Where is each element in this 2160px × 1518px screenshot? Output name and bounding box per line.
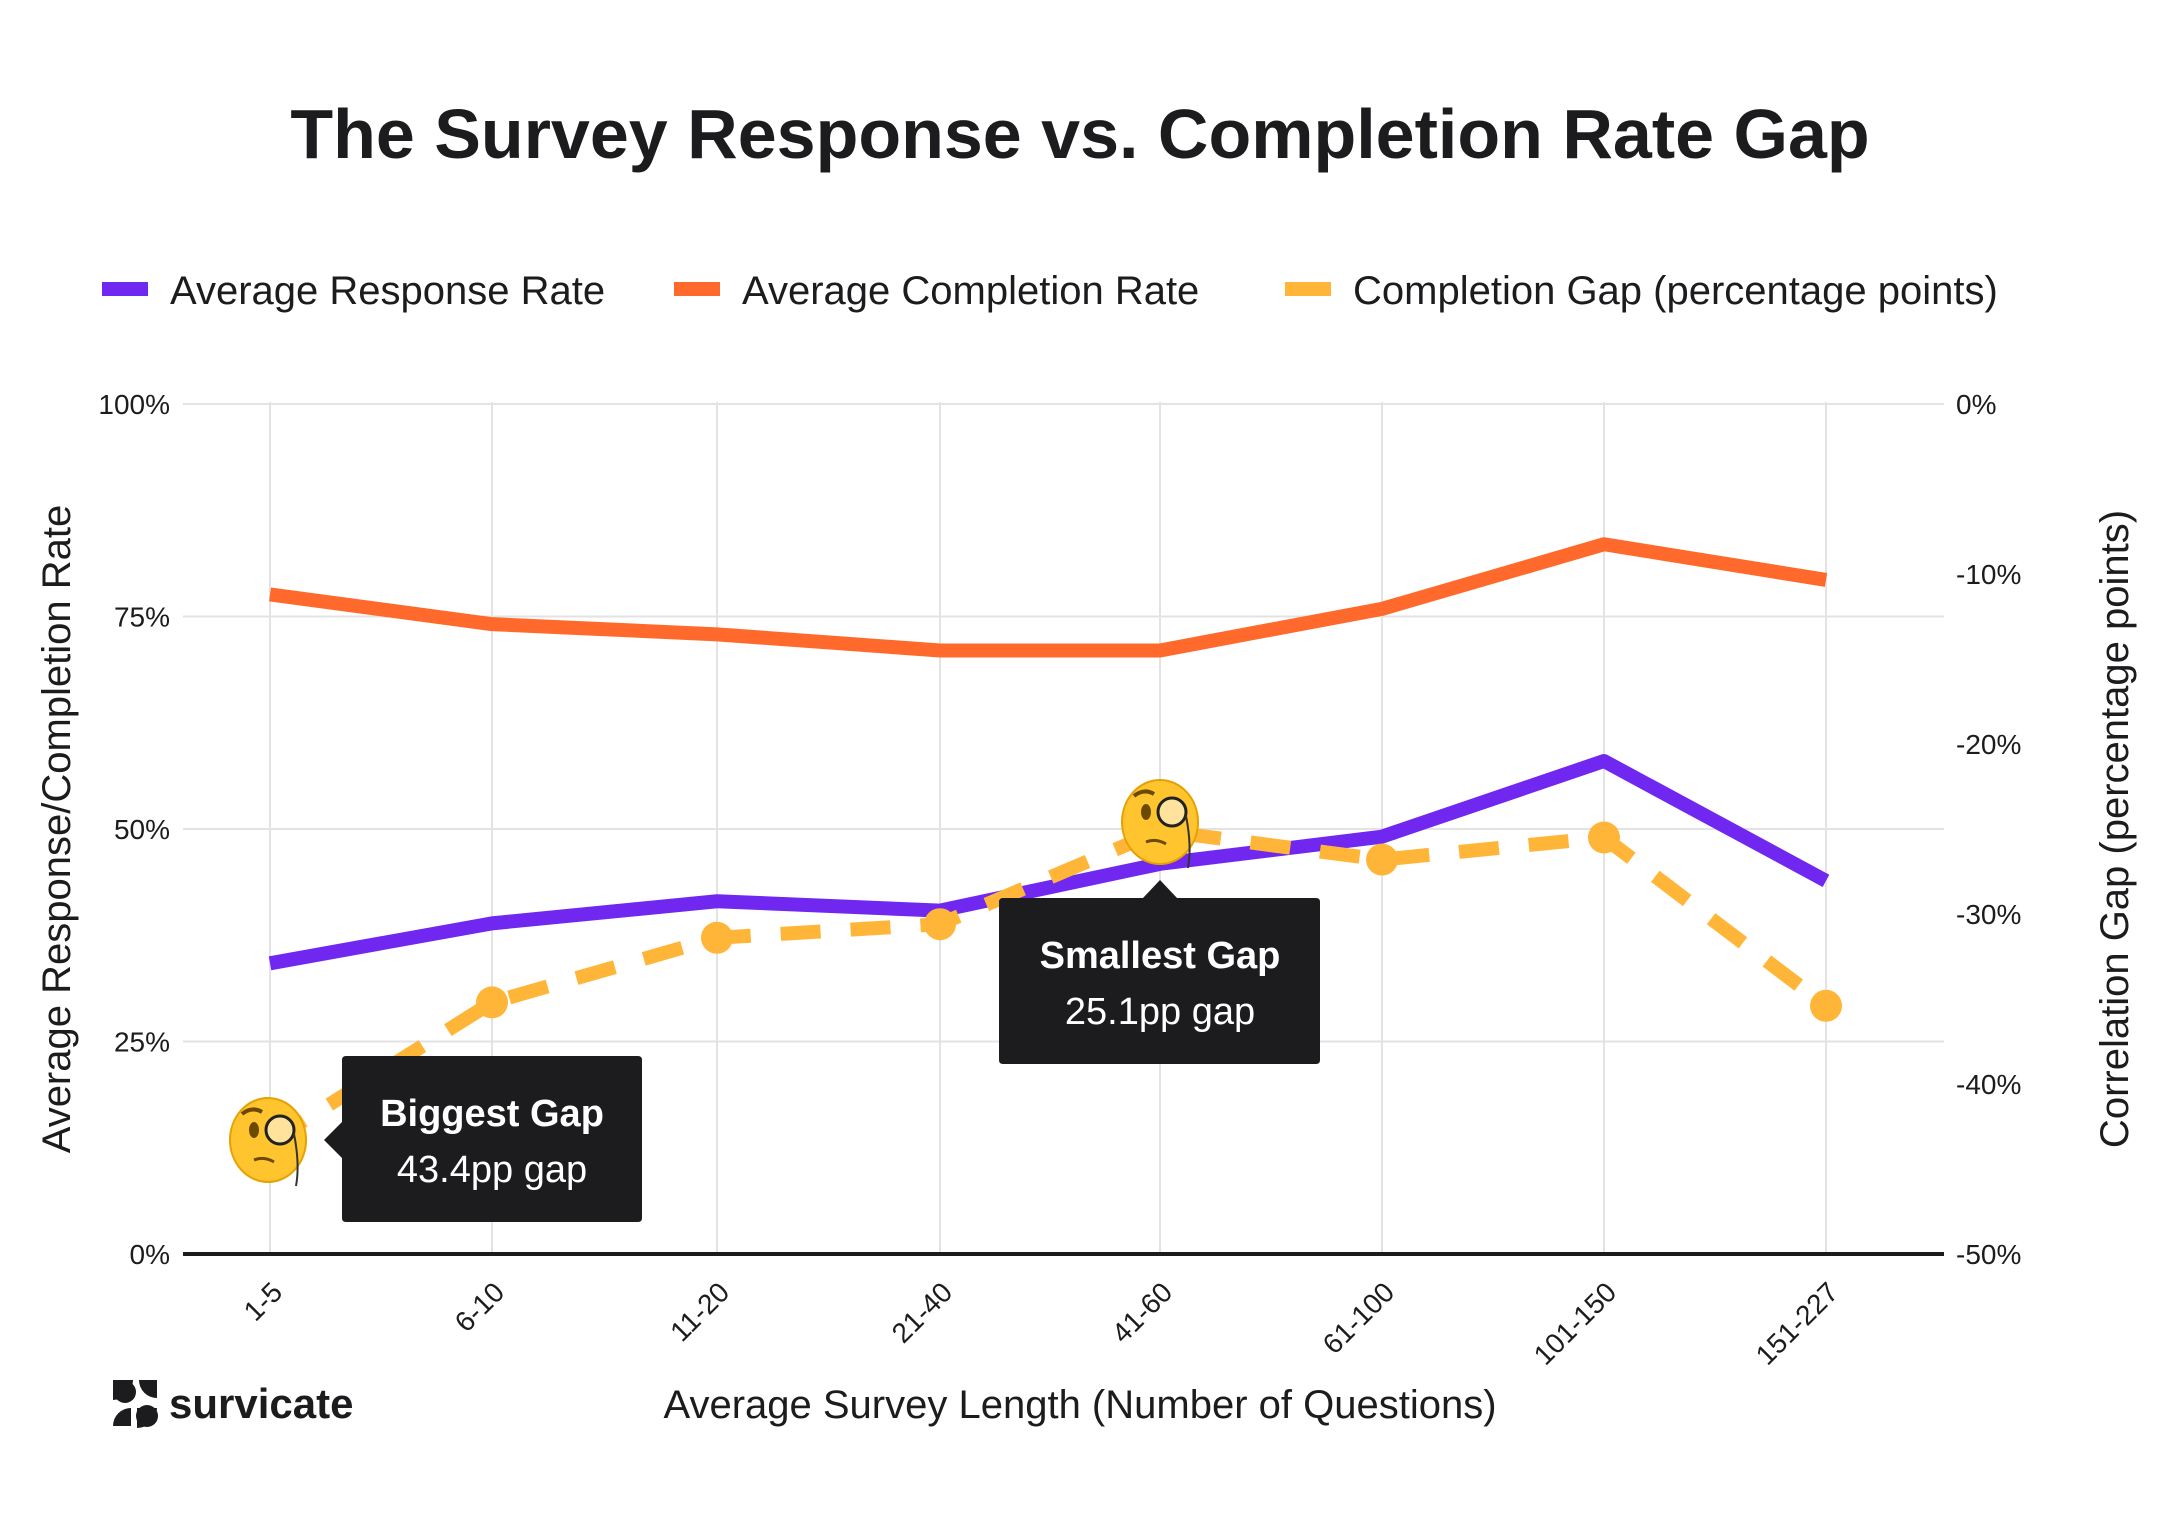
legend: Average Response Rate Average Completion … — [102, 269, 1998, 313]
tooltip-title: Smallest Gap — [1040, 935, 1281, 977]
chart-title: The Survey Response vs. Completion Rate … — [290, 95, 1869, 173]
legend-swatch — [102, 282, 148, 296]
y2-tick-label: -40% — [1956, 1069, 2021, 1100]
brand-name: survicate — [169, 1380, 353, 1427]
y-tick-label: 0% — [130, 1239, 170, 1270]
x-axis-title: Average Survey Length (Number of Questio… — [663, 1383, 1496, 1427]
legend-swatch — [674, 282, 720, 296]
x-tick-label: 6-10 — [449, 1276, 511, 1338]
y2-tick-label: -10% — [1956, 559, 2021, 590]
y2-axis-title: Correlation Gap (percentage points) — [2093, 510, 2137, 1148]
legend-label: Average Response Rate — [170, 269, 605, 313]
emoji-brow — [1132, 789, 1156, 798]
annotations: Biggest Gap 43.4pp gap Smallest Gap 25.1pp … — [229, 779, 1320, 1222]
gap-point-marker — [924, 908, 956, 941]
face-with-monocle-icon — [1121, 779, 1199, 869]
y-axis-title: Average Response/Completion Rate — [35, 505, 79, 1154]
x-tick-label: 101-150 — [1528, 1276, 1623, 1371]
gap-point-marker — [1588, 821, 1620, 854]
y2-tick-label: -50% — [1956, 1239, 2021, 1270]
gap-point-marker — [476, 986, 508, 1019]
series-line-average-response-rate — [268, 754, 1830, 971]
gap-point-marker — [1366, 843, 1398, 876]
y-tick-label: 100% — [98, 389, 170, 420]
emoji-eye — [249, 1122, 259, 1138]
y2-tick-label: 0% — [1956, 389, 1996, 420]
x-tick-label: 21-40 — [886, 1276, 959, 1349]
emoji-mouth — [1145, 838, 1167, 846]
face-with-monocle-icon — [229, 1097, 307, 1187]
monocle-chain — [293, 1133, 299, 1187]
tooltip-text: 25.1pp gap — [1065, 991, 1255, 1033]
emoji-mouth — [253, 1156, 275, 1164]
series-group — [254, 537, 1842, 1158]
logo-mark-icon — [113, 1380, 158, 1428]
y-tick-label: 25% — [114, 1027, 170, 1058]
legend-swatch — [1285, 282, 1331, 296]
tooltip-title: Biggest Gap — [380, 1093, 604, 1135]
monocle — [264, 1114, 296, 1146]
emoji-brow — [240, 1107, 264, 1116]
x-tick-label: 41-60 — [1106, 1276, 1179, 1349]
survicate-logo: survicate — [113, 1380, 353, 1428]
x-tick-label: 61-100 — [1317, 1276, 1401, 1360]
series-line-average-completion-rate — [269, 537, 1828, 658]
tooltip-smallest-gap — [999, 880, 1320, 1064]
monocle — [1156, 796, 1188, 828]
legend-label: Completion Gap (percentage points) — [1353, 269, 1998, 313]
y2-tick-label: -20% — [1956, 729, 2021, 760]
gap-point-marker — [701, 921, 733, 954]
x-tick-label: 1-5 — [238, 1276, 289, 1327]
x-tick-label: 11-20 — [664, 1276, 735, 1347]
tooltip-text: 43.4pp gap — [397, 1149, 587, 1191]
y-tick-label: 75% — [114, 602, 170, 633]
emoji-eye — [1141, 804, 1151, 820]
legend-label: Average Completion Rate — [742, 269, 1199, 313]
tooltip-biggest-gap — [324, 1056, 642, 1222]
x-tick-label: 151-227 — [1750, 1276, 1845, 1371]
y2-tick-label: -30% — [1956, 899, 2021, 930]
monocle-chain — [1185, 815, 1191, 869]
y-tick-label: 50% — [114, 814, 170, 845]
series-line-completion-gap-percentage-points- — [266, 823, 1831, 1148]
gap-point-marker — [1810, 989, 1842, 1022]
